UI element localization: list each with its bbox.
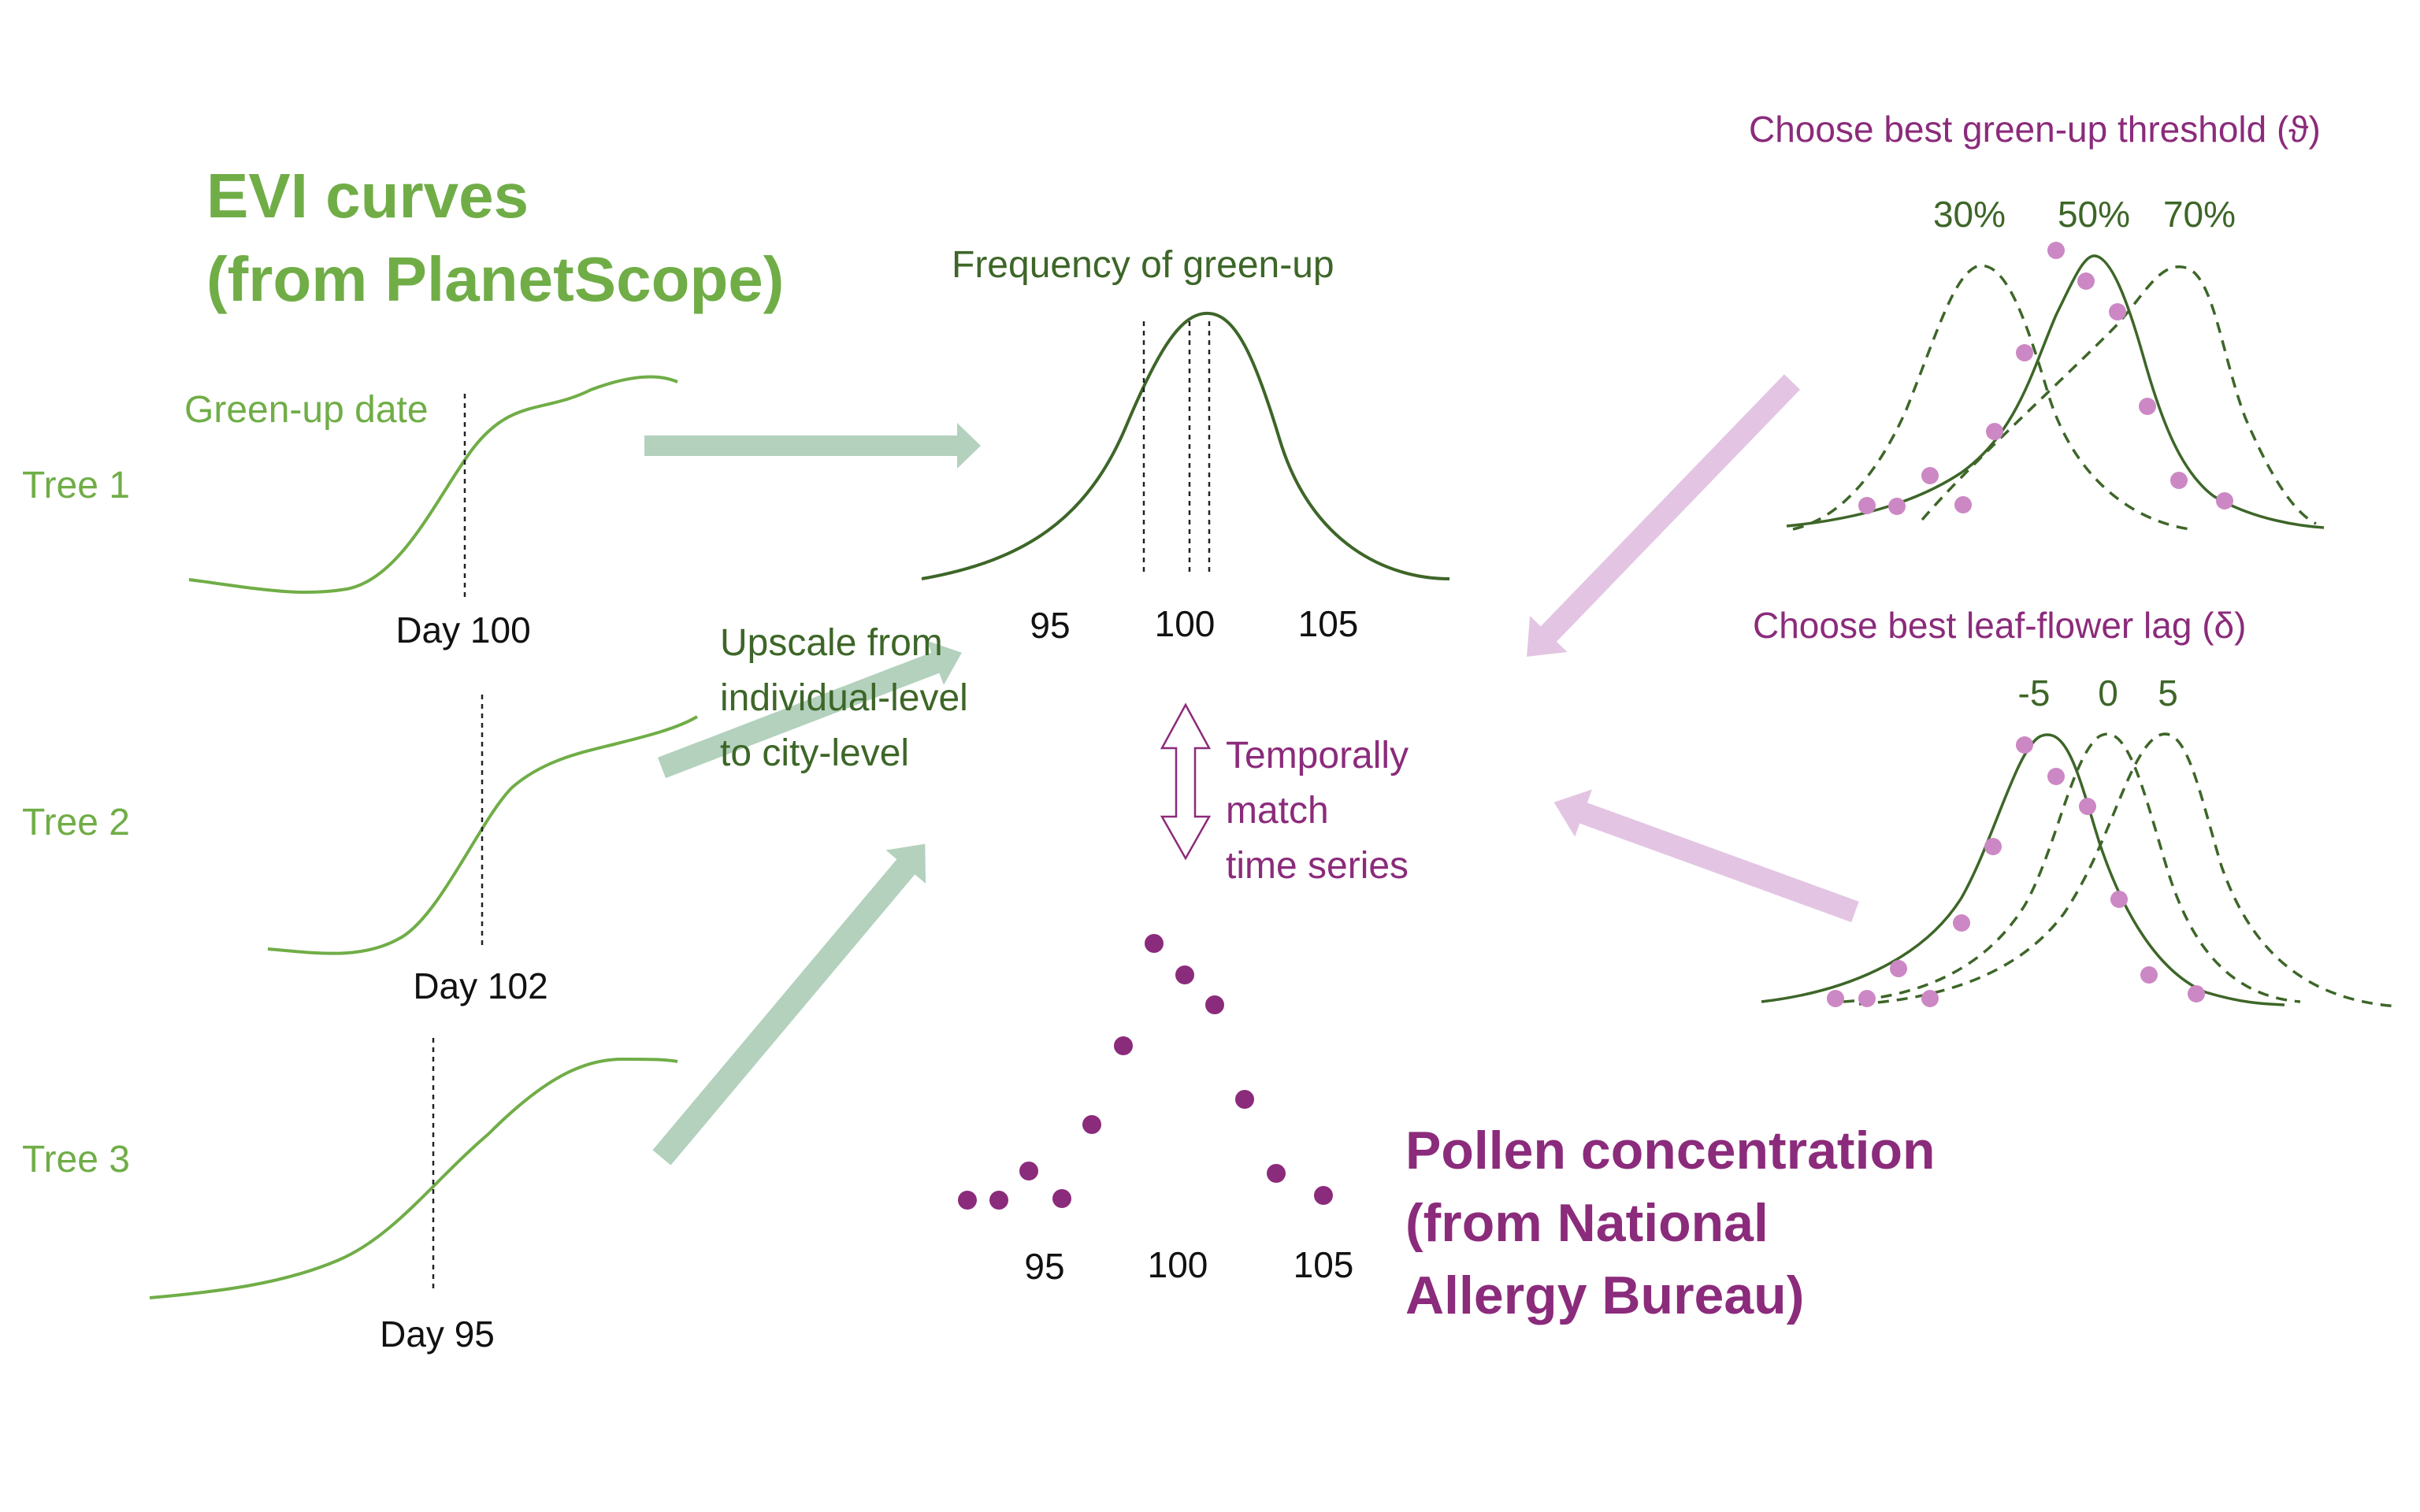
lag-label-minus5: -5 — [2018, 673, 2051, 713]
threshold-label-70: 70% — [2163, 194, 2236, 235]
pollen-point — [2139, 398, 2156, 415]
threshold-panel: Choose best green-up threshold (ϑ) 30% 5… — [1749, 109, 2325, 531]
match-text-line3: time series — [1226, 845, 1409, 887]
pollen-point — [2188, 985, 2205, 1002]
tree-2-day-label: Day 102 — [413, 965, 547, 1006]
feedback-arrows — [1527, 374, 1859, 923]
lag-curve-0 — [1843, 732, 2301, 1003]
green-up-date-label: Green-up date — [184, 389, 429, 431]
pollen-point — [1921, 990, 1939, 1007]
pollen-point — [1019, 1162, 1038, 1180]
match-text-line1: Temporally — [1226, 735, 1409, 776]
pollen-point — [1145, 934, 1164, 953]
pollen-point — [1827, 990, 1844, 1007]
lag-label-5: 5 — [2158, 673, 2178, 713]
threshold-curve-30 — [1792, 264, 2191, 531]
pollen-title-line1: Pollen concentration — [1405, 1121, 1936, 1180]
pollen-point — [1052, 1189, 1071, 1208]
pollen-points — [958, 934, 1333, 1210]
tree-3-day-label: Day 95 — [380, 1314, 495, 1354]
pollen-point — [958, 1191, 977, 1210]
tree-3-label: Tree 3 — [22, 1139, 130, 1180]
right-arrow-icon — [657, 640, 962, 779]
frequency-tick-105: 105 — [1298, 603, 1359, 644]
tree-3-evi-curve — [149, 1057, 678, 1299]
pollen-tick-100: 100 — [1148, 1244, 1208, 1285]
pollen-point — [1954, 496, 1972, 513]
tree-2-evi-curve — [267, 715, 699, 955]
lag-curve-minus5 — [1761, 733, 2285, 1006]
pollen-point — [1984, 838, 2002, 855]
pollen-point — [1921, 467, 1939, 484]
threshold-curve-70 — [1921, 265, 2317, 525]
tree-2-label: Tree 2 — [22, 802, 130, 843]
pollen-tick-95: 95 — [1024, 1246, 1064, 1287]
lag-curve-5 — [1858, 732, 2400, 1008]
pollen-panel: 95 100 105 Pollen concentration (from Na… — [958, 934, 1936, 1325]
tree-1-label: Tree 1 — [22, 465, 130, 506]
threshold-curve-50 — [1786, 254, 2325, 529]
evi-title-line1: EVI curves — [206, 161, 529, 231]
pollen-point — [2079, 798, 2096, 815]
pollen-point — [2016, 736, 2033, 754]
right-arrow-icon — [644, 423, 981, 469]
pollen-point — [2077, 272, 2095, 290]
frequency-tick-100: 100 — [1155, 603, 1216, 644]
temporal-match: Temporally match time series — [1160, 702, 1409, 887]
frequency-title: Frequency of green-up — [952, 244, 1334, 286]
lag-title: Choose best leaf-flower lag (δ) — [1753, 605, 2246, 646]
pollen-title-line3: Allergy Bureau) — [1405, 1266, 1804, 1325]
lag-label-0: 0 — [2098, 673, 2118, 713]
pollen-point — [989, 1191, 1008, 1210]
right-arrow-icon — [1527, 374, 1801, 657]
match-text-line2: match — [1226, 790, 1329, 832]
threshold-title: Choose best green-up threshold (ϑ) — [1749, 109, 2321, 150]
frequency-curve — [921, 311, 1450, 580]
upscale-text-line2: individual-level — [720, 677, 968, 719]
pollen-point — [2110, 891, 2128, 908]
frequency-panel: Frequency of green-up 95 100 105 Upscale… — [720, 244, 1450, 774]
pollen-point — [1175, 965, 1194, 984]
pollen-point — [2216, 492, 2233, 510]
pollen-point — [1986, 423, 2003, 440]
pollen-title-line2: (from National — [1405, 1193, 1769, 1253]
upscale-text-line3: to city-level — [720, 732, 909, 774]
threshold-pollen-points — [1858, 242, 2233, 515]
pollen-point — [1205, 995, 1224, 1014]
evi-panel: EVI curves (from PlanetScope) Green-up d… — [22, 161, 784, 1354]
pollen-point — [2016, 344, 2033, 361]
pollen-point — [1858, 497, 1876, 514]
pollen-point — [1114, 1036, 1133, 1055]
lag-panel: Choose best leaf-flower lag (δ) -5 0 5 — [1753, 605, 2400, 1008]
pollen-point — [1858, 990, 1876, 1007]
upscale-arrows — [644, 423, 981, 1166]
pollen-point — [1953, 914, 1970, 932]
pollen-point — [1267, 1164, 1286, 1183]
threshold-label-50: 50% — [2058, 194, 2130, 235]
up-down-double-arrow-icon — [1160, 702, 1212, 861]
pollen-point — [1890, 960, 1907, 977]
pollen-point — [2170, 472, 2188, 489]
pollen-point — [1888, 498, 1906, 515]
pollen-point — [2140, 966, 2158, 984]
pollen-point — [2109, 303, 2126, 321]
threshold-label-30: 30% — [1933, 194, 2006, 235]
pollen-tick-105: 105 — [1294, 1244, 1354, 1285]
pollen-point — [2047, 768, 2065, 785]
tree-1-day-label: Day 100 — [395, 610, 530, 650]
right-arrow-icon — [1553, 789, 1859, 923]
frequency-tick-95: 95 — [1030, 605, 1070, 646]
evi-title-line2: (from PlanetScope) — [206, 244, 784, 314]
tree-1-evi-curve — [188, 375, 678, 595]
pollen-point — [1082, 1115, 1101, 1134]
pollen-point — [1314, 1186, 1333, 1205]
lag-pollen-points — [1827, 736, 2205, 1007]
upscale-text-line1: Upscale from — [720, 622, 943, 664]
right-arrow-icon — [652, 843, 926, 1166]
pollen-point — [2047, 242, 2065, 259]
pollen-point — [1235, 1090, 1254, 1109]
